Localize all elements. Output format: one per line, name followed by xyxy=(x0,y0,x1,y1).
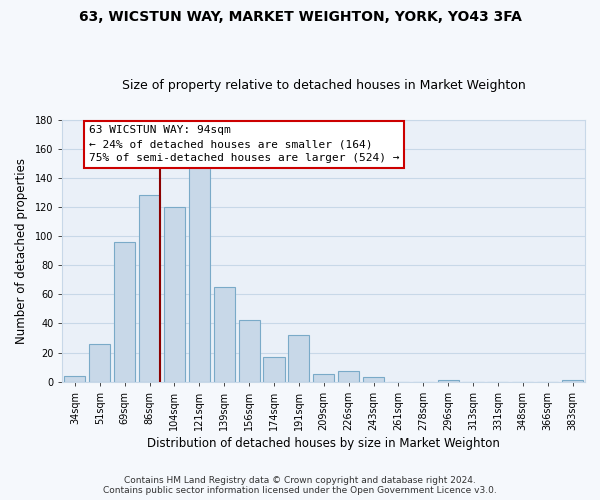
Text: Contains HM Land Registry data © Crown copyright and database right 2024.
Contai: Contains HM Land Registry data © Crown c… xyxy=(103,476,497,495)
Text: 63 WICSTUN WAY: 94sqm
← 24% of detached houses are smaller (164)
75% of semi-det: 63 WICSTUN WAY: 94sqm ← 24% of detached … xyxy=(89,126,399,164)
Bar xyxy=(89,344,110,382)
Bar xyxy=(139,196,160,382)
Bar xyxy=(64,376,85,382)
Bar xyxy=(114,242,135,382)
Bar xyxy=(263,357,284,382)
Y-axis label: Number of detached properties: Number of detached properties xyxy=(15,158,28,344)
Bar xyxy=(164,207,185,382)
Title: Size of property relative to detached houses in Market Weighton: Size of property relative to detached ho… xyxy=(122,79,526,92)
X-axis label: Distribution of detached houses by size in Market Weighton: Distribution of detached houses by size … xyxy=(147,437,500,450)
Bar xyxy=(313,374,334,382)
Bar xyxy=(437,380,459,382)
Text: 63, WICSTUN WAY, MARKET WEIGHTON, YORK, YO43 3FA: 63, WICSTUN WAY, MARKET WEIGHTON, YORK, … xyxy=(79,10,521,24)
Bar xyxy=(363,378,384,382)
Bar xyxy=(214,287,235,382)
Bar xyxy=(562,380,583,382)
Bar xyxy=(239,320,260,382)
Bar xyxy=(288,335,310,382)
Bar xyxy=(189,163,210,382)
Bar xyxy=(338,372,359,382)
